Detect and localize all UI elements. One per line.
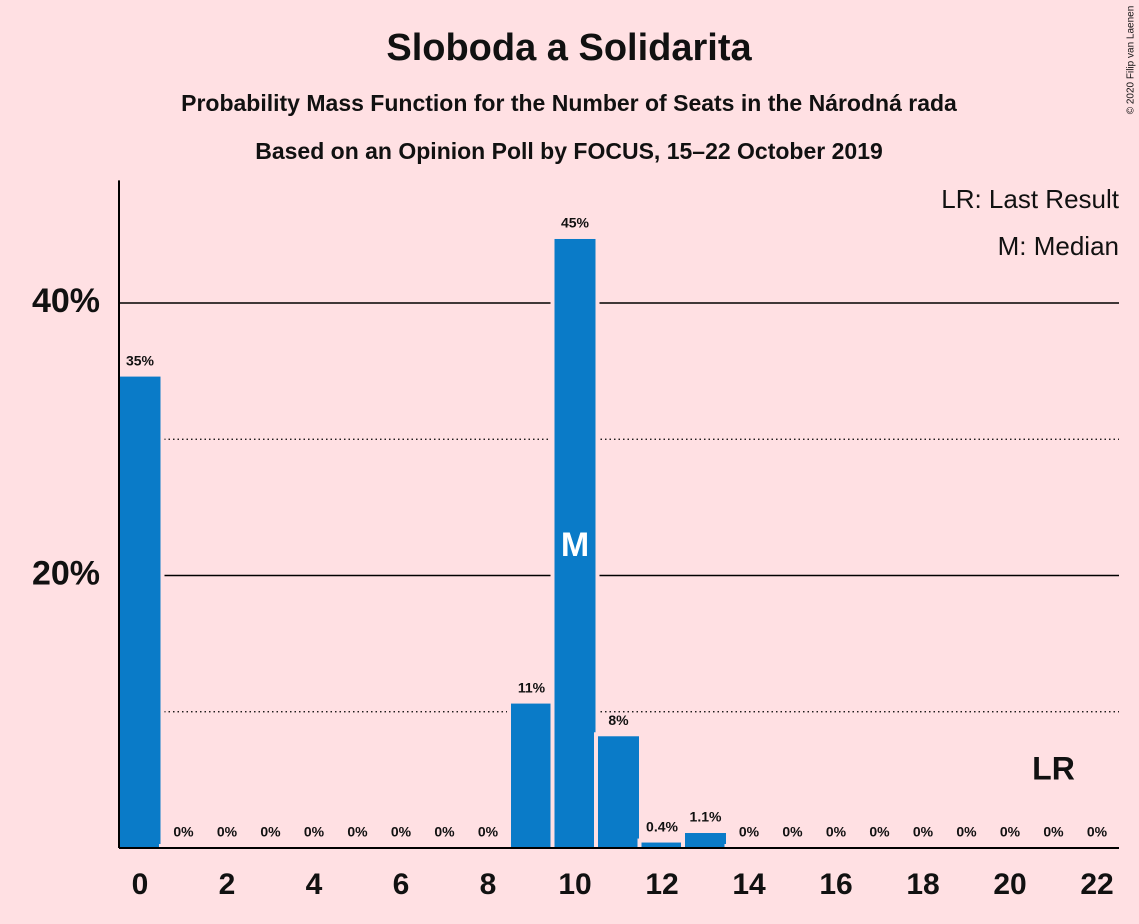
bar <box>641 842 683 848</box>
bar-gap <box>333 844 382 848</box>
bar-gap <box>420 844 469 848</box>
bar-gap <box>289 844 339 848</box>
legend-entry: LR: Last Result <box>941 184 1120 214</box>
value-label: 0% <box>173 824 194 840</box>
bar-gap <box>985 844 1035 848</box>
last-result-marker: LR <box>1032 750 1075 786</box>
value-label: 0% <box>260 824 281 840</box>
bar-gap <box>202 844 252 848</box>
bar <box>598 736 639 848</box>
value-label: 0% <box>913 824 934 840</box>
bar-gap <box>246 844 295 848</box>
value-label: 0% <box>1087 824 1108 840</box>
x-tick-label: 8 <box>480 868 497 901</box>
bar-gap <box>159 844 208 848</box>
x-tick-label: 20 <box>993 868 1026 901</box>
x-tick-label: 18 <box>906 868 939 901</box>
value-label: 0% <box>826 824 847 840</box>
x-tick-label: 14 <box>732 868 766 901</box>
x-tick-label: 22 <box>1080 868 1113 901</box>
value-label: 0% <box>1000 824 1021 840</box>
bar-gap <box>463 844 513 848</box>
bar-gap <box>724 844 774 848</box>
x-tick-label: 6 <box>393 868 410 901</box>
y-tick-label: 20% <box>32 554 100 592</box>
value-label: 45% <box>561 215 590 231</box>
value-label: 0% <box>478 824 499 840</box>
bar-gap <box>811 844 861 848</box>
x-tick-label: 16 <box>819 868 852 901</box>
value-label: 0% <box>1043 824 1064 840</box>
value-label: 0% <box>869 824 890 840</box>
x-tick-label: 10 <box>558 868 591 901</box>
chart-subtitle: Based on an Opinion Poll by FOCUS, 15–22… <box>255 138 883 164</box>
bar <box>554 238 596 849</box>
value-label: 0% <box>434 824 455 840</box>
bar-gap <box>1029 844 1078 848</box>
bar-gap <box>898 844 948 848</box>
value-label: 8% <box>608 712 629 728</box>
copyright: © 2020 Filip van Laenen <box>1126 6 1137 115</box>
value-label: 0% <box>956 824 977 840</box>
value-label: 0% <box>217 824 238 840</box>
value-label: 35% <box>126 352 155 368</box>
value-label: 0% <box>782 824 803 840</box>
chart-subtitle: Probability Mass Function for the Number… <box>181 90 957 116</box>
value-label: 0% <box>739 824 760 840</box>
value-label: 11% <box>518 679 546 695</box>
legend-entry: M: Median <box>998 231 1119 261</box>
bar <box>685 833 726 848</box>
value-label: 0% <box>347 824 368 840</box>
value-label: 0% <box>391 824 412 840</box>
value-label: 0% <box>304 824 325 840</box>
x-tick-label: 2 <box>219 868 236 901</box>
bar-gap <box>376 844 426 848</box>
value-label: 0.4% <box>646 818 678 834</box>
bar-gap <box>768 844 817 848</box>
bar-gap <box>1072 844 1122 848</box>
chart-title: Sloboda a Solidarita <box>386 27 752 69</box>
x-tick-label: 4 <box>306 868 323 901</box>
value-label: 1.1% <box>690 809 722 825</box>
x-tick-label: 0 <box>132 868 149 901</box>
bar-gap <box>855 844 904 848</box>
x-tick-label: 12 <box>645 868 678 901</box>
y-tick-label: 40% <box>32 282 100 320</box>
bar <box>511 703 552 848</box>
bar <box>119 376 161 848</box>
median-marker: M <box>561 526 589 564</box>
bar-gap <box>942 844 991 848</box>
